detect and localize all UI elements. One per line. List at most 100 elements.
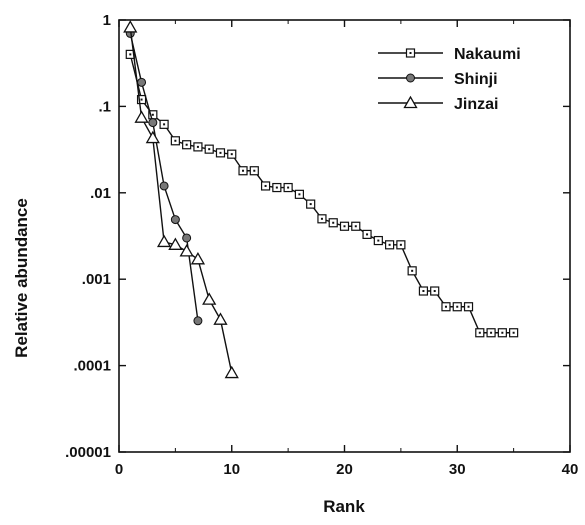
circle-marker <box>137 77 147 87</box>
y-tick-label: .001 <box>82 271 111 288</box>
square-marker <box>159 119 169 129</box>
y-tick-label: .01 <box>90 185 111 202</box>
square-marker <box>249 166 259 176</box>
square-marker-dot <box>456 305 459 308</box>
x-tick-label: 10 <box>223 461 240 478</box>
triangle-marker <box>403 95 418 109</box>
square-marker <box>317 214 327 224</box>
square-marker-dot <box>287 186 290 189</box>
circle-marker <box>170 215 180 225</box>
circle-marker <box>182 233 192 243</box>
square-marker <box>405 48 416 58</box>
square-marker-dot <box>230 153 233 156</box>
series-jinzai <box>123 20 239 379</box>
square-marker <box>136 94 147 105</box>
triangle-marker <box>145 130 160 144</box>
x-tick-label: 0 <box>115 461 123 478</box>
square-marker <box>362 229 372 240</box>
square-marker-dot <box>354 225 357 228</box>
square-marker <box>509 328 519 338</box>
square-marker <box>339 221 350 231</box>
x-tick-label: 30 <box>449 461 466 478</box>
square-marker-dot <box>433 290 436 293</box>
triangle-marker <box>168 237 183 250</box>
square-marker-dot <box>332 221 335 224</box>
square-marker <box>463 302 474 312</box>
square-marker-dot <box>140 98 143 101</box>
square-marker <box>182 140 192 150</box>
square-marker-dot <box>174 139 177 142</box>
square-marker <box>475 328 485 338</box>
y-tick-label: .0001 <box>73 358 111 375</box>
square-marker <box>328 218 338 228</box>
square-marker-dot <box>151 113 154 116</box>
square-marker-dot <box>512 331 515 334</box>
square-marker <box>170 136 180 146</box>
x-tick-label: 40 <box>562 461 579 478</box>
legend-label: Shinji <box>454 71 498 88</box>
y-axis-title: Relative abundance <box>12 198 31 358</box>
series-shinji <box>125 28 203 326</box>
square-marker-dot <box>343 225 346 228</box>
triangle-marker <box>224 365 239 379</box>
series-layer <box>123 20 519 379</box>
square-marker-dot <box>388 243 391 246</box>
square-marker-dot <box>298 193 301 196</box>
square-marker <box>215 148 226 158</box>
circle-marker <box>159 181 169 191</box>
square-marker <box>385 240 395 250</box>
square-marker-dot <box>264 184 267 187</box>
triangle-marker <box>179 244 194 257</box>
square-marker <box>486 328 496 338</box>
square-marker-dot <box>478 331 481 334</box>
square-marker-dot <box>242 169 245 172</box>
square-marker <box>351 221 361 231</box>
square-marker-dot <box>309 203 312 206</box>
square-marker <box>272 182 282 193</box>
square-marker-dot <box>219 151 222 154</box>
square-marker <box>193 142 203 152</box>
square-marker-dot <box>411 269 414 272</box>
axes: 0 10 20 30 40 1 .1 .01 .001 .0001 .00001 <box>65 12 578 478</box>
y-tick-label: .1 <box>98 98 111 115</box>
triangle-marker <box>202 292 217 305</box>
x-axis-title: Rank <box>323 497 365 516</box>
square-marker <box>283 182 293 193</box>
square-marker <box>418 286 429 296</box>
square-marker <box>452 302 462 312</box>
square-marker-dot <box>129 53 132 56</box>
legend-label: Nakaumi <box>454 46 521 63</box>
square-marker <box>227 149 237 159</box>
square-marker <box>373 235 383 246</box>
square-marker <box>306 199 316 209</box>
square-marker-dot <box>490 331 493 334</box>
square-marker-dot <box>253 169 256 172</box>
square-marker <box>430 286 440 296</box>
square-marker-dot <box>399 243 402 246</box>
square-marker-dot <box>501 331 504 334</box>
circle-marker <box>406 73 415 83</box>
square-marker <box>294 189 304 199</box>
square-marker-dot <box>163 123 166 126</box>
legend-entry-shinji: Shinji <box>378 71 498 88</box>
square-marker-dot <box>320 217 323 220</box>
triangle-marker <box>190 251 206 265</box>
legend-entry-jinzai: Jinzai <box>378 95 498 113</box>
square-marker-dot <box>377 239 380 242</box>
circle-marker <box>193 316 203 326</box>
square-marker <box>441 302 451 312</box>
series-line <box>129 33 199 321</box>
square-marker-dot <box>185 143 188 146</box>
triangle-marker <box>213 312 228 325</box>
square-marker-dot <box>409 52 412 54</box>
square-marker <box>238 166 248 176</box>
square-marker-dot <box>467 305 470 308</box>
square-marker <box>204 144 214 154</box>
circle-marker <box>148 118 158 128</box>
legend: Nakaumi Shinji Jinzai <box>378 46 521 113</box>
square-marker-dot <box>366 233 369 236</box>
triangle-marker <box>123 20 138 33</box>
series-nakaumi <box>125 49 519 338</box>
